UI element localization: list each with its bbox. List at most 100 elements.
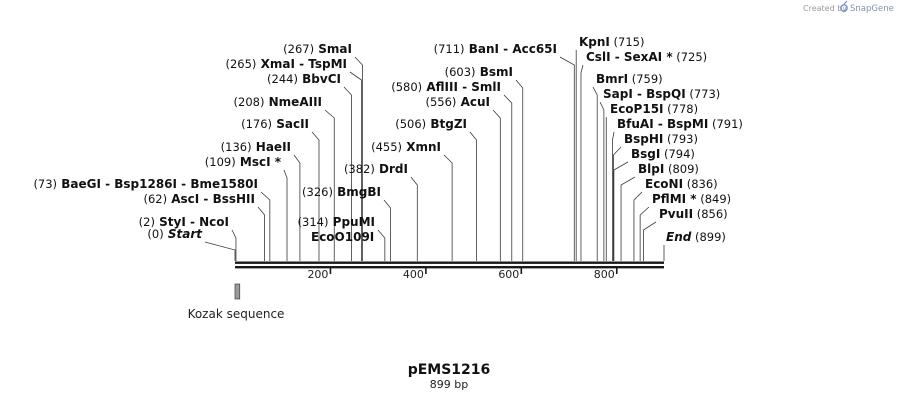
enzyme-name[interactable]: EcoO109I [311,230,374,244]
cut-position: (265) [225,57,256,71]
enzyme-name[interactable]: EcoNI [645,177,683,191]
enzyme-name[interactable]: - Bsp1286I [101,177,177,191]
snapgene-branding[interactable]: Created by SnapGene [803,0,894,14]
label-afliii[interactable]: (580) AflIII - SmlI [391,80,501,94]
label-ppumi[interactable]: (314) PpuMI [298,215,375,229]
enzyme-name[interactable]: DrdI [375,162,408,176]
enzyme-name[interactable]: - Bme1580I [177,177,258,191]
enzyme-name[interactable]: BfuAI [617,117,654,131]
tick-label: 600 [498,268,519,281]
cut-line-smai [354,56,363,261]
label-econi[interactable]: EcoNI (836) [645,177,718,191]
enzyme-name[interactable]: PpuMI [328,215,375,229]
cut-position: (326) [302,185,333,199]
enzyme-name[interactable]: XmnI [402,140,441,154]
label-nmeaiii[interactable]: (208) NmeAIII [234,95,322,109]
enzyme-name[interactable]: Start [164,227,204,241]
cut-line-bfuai [612,131,615,261]
enzyme-name[interactable]: XmaI [256,57,295,71]
cut-line-bmgbi [383,199,391,261]
enzyme-name[interactable]: BmgBI [333,185,381,199]
enzyme-name[interactable]: CslI [586,50,611,64]
enzyme-name[interactable]: PvuII [659,207,693,221]
label-baegi[interactable]: (73) BaeGI - Bsp1286I - Bme1580I [33,177,258,191]
cut-position: (715) [610,35,645,49]
label-xmni[interactable]: (455) XmnI [371,140,441,154]
enzyme-name[interactable]: NmeAIII [264,95,322,109]
label-xmai[interactable]: (265) XmaI - TspMI [225,57,347,71]
enzyme-name[interactable]: - Acc65I [499,42,557,56]
enzyme-name[interactable]: BsmI [476,65,513,79]
cut-site-lines [204,50,665,261]
cut-position: (899) [691,230,726,244]
enzyme-name[interactable]: - BspMI [654,117,709,131]
enzyme-name[interactable]: SmaI [314,42,352,56]
label-haeii[interactable]: (136) HaeII [221,140,291,154]
cut-position: (455) [371,140,402,154]
feature-kozak-sequence-bar[interactable] [234,283,241,300]
cut-line-bsmi [515,79,524,261]
cut-position: (73) [33,177,57,191]
label-smai[interactable]: (267) SmaI [283,42,352,56]
enzyme-name[interactable]: End [666,230,692,244]
enzyme-name[interactable]: MscI * [236,155,282,169]
enzyme-name[interactable]: - SexAI * [611,50,674,64]
label-styi[interactable]: (2) StyI - NcoI [139,215,229,229]
enzyme-name[interactable]: AcuI [456,95,490,109]
label-msci[interactable]: (109) MscI * [205,155,282,169]
enzyme-name[interactable]: BaeGI [57,177,101,191]
cut-line-sacii [311,131,320,261]
enzyme-name[interactable]: BsgI [631,147,660,161]
enzyme-name[interactable]: - TspMI [295,57,347,71]
label-asci[interactable]: (62) AscI - BssHII [143,192,255,206]
enzyme-name[interactable]: SacII [272,117,309,131]
label-bsphi[interactable]: BspHI (793) [624,132,698,146]
label-ecop15i[interactable]: EcoP15I (778) [610,102,698,116]
enzyme-name[interactable]: SapI [603,87,633,101]
enzyme-name[interactable]: PflMI * [652,192,697,206]
label-bani[interactable]: (711) BanI - Acc65I [434,42,557,56]
enzyme-name[interactable]: HaeII [252,140,291,154]
cut-position: (136) [221,140,252,154]
label-csli[interactable]: CslI - SexAI * (725) [586,50,707,64]
label-sacii[interactable]: (176) SacII [241,117,309,131]
label-btgzi[interactable]: (506) BtgZI [395,117,467,131]
label-sapi[interactable]: SapI - BspQI (773) [603,87,720,101]
enzyme-name[interactable]: BlpI [638,162,664,176]
enzyme-name[interactable]: BtgZI [426,117,467,131]
enzyme-name[interactable]: - SmlI [458,80,501,94]
enzyme-name[interactable]: - BssHII [199,192,255,206]
enzyme-name[interactable]: StyI [155,215,186,229]
enzyme-name[interactable]: AscI [167,192,199,206]
enzyme-name[interactable]: BanI [465,42,499,56]
tick-label: 200 [307,268,328,281]
cut-line-bsphi [613,146,622,261]
label-drdi[interactable]: (382) DrdI [344,162,408,176]
label-end[interactable]: End (899) [666,230,726,244]
enzyme-name[interactable]: BmrI [596,72,628,86]
label-start[interactable]: (0) Start [147,227,203,241]
label-bsgi[interactable]: BsgI (794) [631,147,695,161]
enzyme-name[interactable]: - BspQI [633,87,686,101]
label-pvuii[interactable]: PvuII (856) [659,207,728,221]
enzyme-name[interactable]: EcoP15I [610,102,664,116]
label-bmgbi[interactable]: (326) BmgBI [302,185,381,199]
label-bfuai[interactable]: BfuAI - BspMI (791) [617,117,743,131]
label-bsmi[interactable]: (603) BsmI [445,65,513,79]
cut-line-start [204,241,236,261]
label-acui[interactable]: (556) AcuI [425,95,490,109]
enzyme-name[interactable]: AflIII [422,80,458,94]
label-bbvci[interactable]: (244) BbvCI [267,72,341,86]
label-pflmi[interactable]: PflMI * (849) [652,192,731,206]
label-blpi[interactable]: BlpI (809) [638,162,699,176]
enzyme-name[interactable]: BbvCI [298,72,341,86]
label-ecoo109i[interactable]: EcoO109I [311,230,374,244]
enzyme-name[interactable]: BspHI [624,132,663,146]
label-kpni[interactable]: KpnI (715) [579,35,645,49]
label-bmri[interactable]: BmrI (759) [596,72,663,86]
cut-position: (208) [234,95,265,109]
enzyme-name[interactable]: - NcoI [186,215,229,229]
enzyme-name[interactable]: KpnI [579,35,610,49]
cut-position: (603) [445,65,476,79]
backbone-top-strand [235,261,664,264]
